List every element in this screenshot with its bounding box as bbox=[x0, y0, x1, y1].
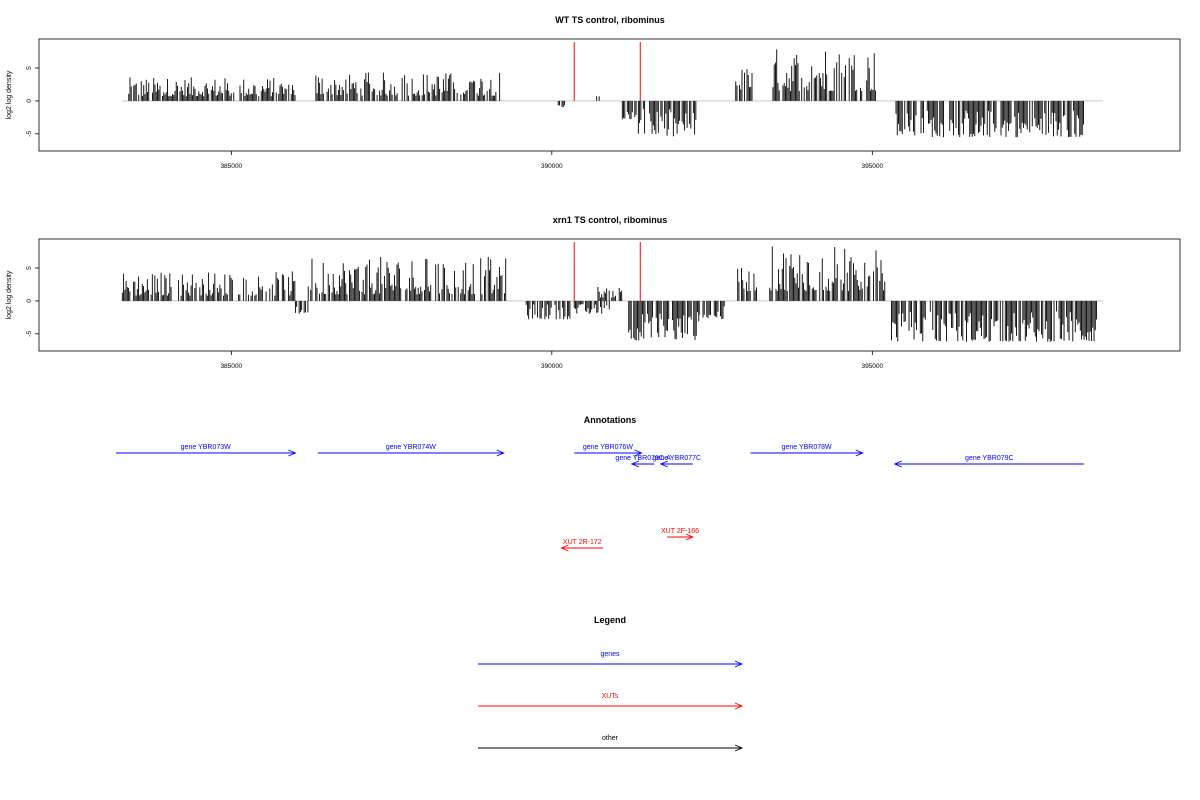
gene-arrow-head bbox=[659, 460, 668, 468]
y-tick-label: 5 bbox=[26, 66, 33, 70]
xut-feature: XUT 2F-166 bbox=[661, 528, 699, 541]
gene-arrow-head bbox=[288, 449, 297, 457]
y-tick-label: 5 bbox=[26, 266, 33, 270]
gene-label: gene YBR074W bbox=[386, 444, 436, 451]
xut-label: XUT 2R-172 bbox=[563, 539, 602, 546]
gene-label: gene YBR076W bbox=[583, 444, 633, 451]
gene-arrow-head bbox=[496, 449, 505, 457]
legend-title: Legend bbox=[594, 615, 626, 625]
gene-label: gene YBR077C bbox=[653, 455, 702, 462]
legend-arrow-head bbox=[734, 744, 744, 752]
y-tick-label: 0 bbox=[26, 299, 33, 303]
gene-arrow-head bbox=[630, 460, 640, 468]
gene-label: gene YBR076C-A bbox=[615, 455, 671, 462]
wt-density-panel: WT TS control, ribominus log2 log densit… bbox=[6, 15, 1181, 170]
x-tick-label: 385000 bbox=[220, 363, 242, 370]
legend-label: XUTs bbox=[602, 693, 619, 700]
gene-label: gene YBR079C bbox=[965, 455, 1014, 462]
wt-panel-title: WT TS control, ribominus bbox=[555, 15, 665, 25]
legend: Legend genes XUTs other bbox=[478, 615, 744, 752]
x-tick-label: 390000 bbox=[541, 163, 563, 170]
annotations-panel: Annotations gene YBR073W gene YBR074W gene… bbox=[115, 415, 1084, 552]
xut-arrow-head bbox=[560, 544, 569, 552]
gene-arrow-head bbox=[855, 449, 864, 457]
legend-item: genes bbox=[478, 651, 744, 668]
gene-label: gene YBR073W bbox=[181, 444, 231, 451]
xrn1-y-axis-label: log2 log density bbox=[6, 270, 13, 319]
xrn1-plot-frame bbox=[38, 238, 1181, 352]
gene-feature: gene YBR079C bbox=[893, 455, 1084, 468]
gene-arrow-head bbox=[893, 460, 902, 468]
gene-feature: gene YBR078W bbox=[750, 444, 864, 457]
xut-feature: XUT 2R-172 bbox=[560, 539, 604, 552]
gene-arrow-head bbox=[634, 449, 643, 457]
xrn1-density-panel: xrn1 TS control, ribominus log2 log dens… bbox=[6, 215, 1181, 370]
y-tick-label: -5 bbox=[26, 331, 33, 337]
legend-item: XUTs bbox=[478, 693, 744, 710]
legend-label: other bbox=[602, 735, 619, 742]
legend-label: genes bbox=[600, 651, 620, 658]
x-tick-label: 390000 bbox=[541, 363, 563, 370]
wt-y-axis-label: log2 log density bbox=[6, 70, 13, 119]
legend-arrow-head bbox=[734, 660, 744, 668]
xut-arrow-head bbox=[685, 533, 694, 541]
wt-markers bbox=[573, 42, 641, 101]
legend-item: other bbox=[478, 735, 744, 752]
annotation-features: gene YBR073W gene YBR074W gene YBR076W gene… bbox=[115, 444, 1084, 552]
x-tick-label: 395000 bbox=[861, 363, 883, 370]
xrn1-bars bbox=[121, 246, 1097, 342]
legend-arrow-head bbox=[734, 702, 744, 710]
y-tick-label: -5 bbox=[26, 131, 33, 137]
xut-label: XUT 2F-166 bbox=[661, 528, 699, 535]
legend-items: genes XUTs other bbox=[478, 651, 744, 752]
gene-feature: gene YBR074W bbox=[317, 444, 505, 457]
gene-feature: gene YBR076W bbox=[574, 444, 643, 457]
x-tick-label: 385000 bbox=[220, 163, 242, 170]
wt-plot-frame bbox=[38, 38, 1181, 152]
gene-label: gene YBR078W bbox=[782, 444, 832, 451]
x-tick-label: 395000 bbox=[861, 163, 883, 170]
wt-bars bbox=[128, 49, 1084, 138]
gene-feature: gene YBR073W bbox=[115, 444, 297, 457]
xrn1-panel-title: xrn1 TS control, ribominus bbox=[553, 215, 668, 225]
gene-feature: gene YBR076C-A bbox=[615, 455, 671, 468]
annotations-title: Annotations bbox=[584, 415, 637, 425]
gene-feature: gene YBR077C bbox=[653, 455, 702, 468]
y-tick-label: 0 bbox=[26, 99, 33, 103]
xrn1-markers bbox=[573, 242, 641, 301]
